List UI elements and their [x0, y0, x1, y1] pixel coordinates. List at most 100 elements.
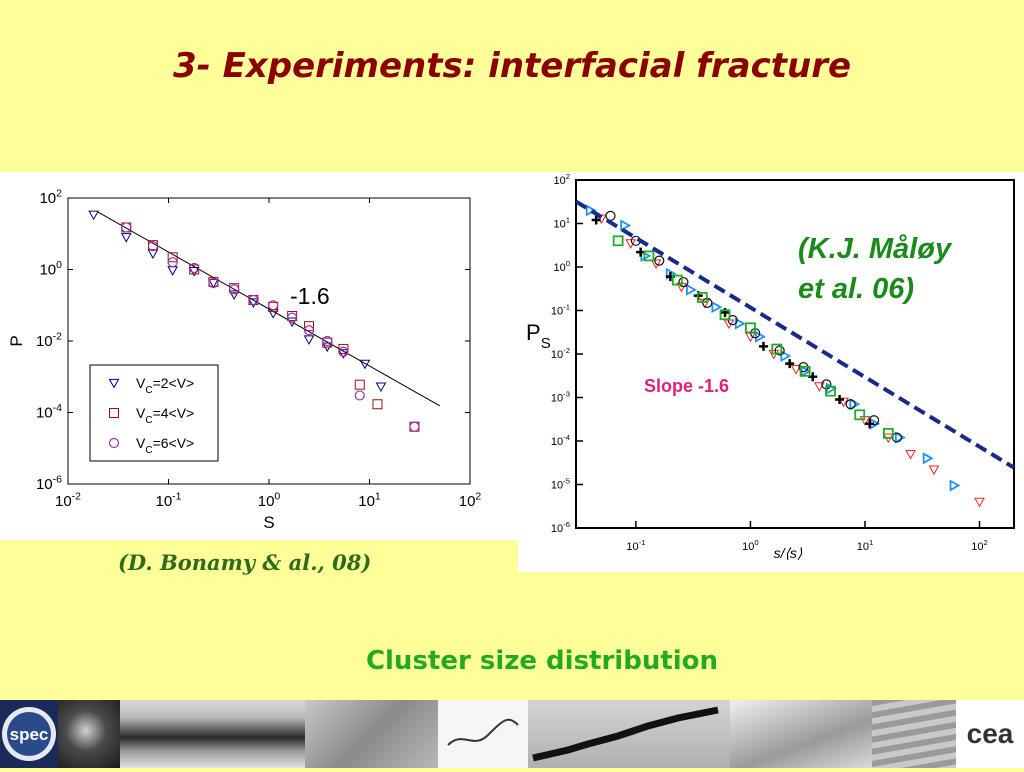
- x-axis-label: S: [263, 513, 274, 532]
- data-point-circle: [678, 276, 689, 288]
- y-tick-label: 10-4: [36, 402, 62, 422]
- data-point-triangle-down: [905, 449, 916, 460]
- y-tick-label: 102: [39, 187, 62, 207]
- data-point-square-open: [745, 322, 756, 334]
- data-point-circle: [654, 255, 665, 266]
- legend-label: VC=2<V>: [136, 375, 194, 396]
- data-point-square-open: [612, 235, 624, 247]
- data-point-square-open: [671, 274, 683, 286]
- y-tick-label: 10-2: [551, 346, 570, 361]
- citation-right-line1: (K.J. Måløy: [798, 233, 953, 265]
- data-point-square: [372, 399, 383, 410]
- data-point-circle: [303, 325, 315, 336]
- x-tick-label: 100: [258, 490, 281, 510]
- data-point-triangle-down: [359, 359, 371, 370]
- slope-annotation: -1.6: [290, 283, 330, 309]
- x-tick-label: 102: [459, 490, 482, 510]
- data-point-square-open: [771, 343, 783, 355]
- data-point-square-open: [882, 427, 894, 439]
- data-point-triangle-right: [780, 349, 792, 363]
- data-point-circle: [338, 346, 349, 357]
- right-loglog-chart: 10-1 100 101 102 102 101 100 10-1 10-2 10-3 10-4 10…: [526, 172, 1020, 570]
- data-point-triangle-down: [375, 382, 387, 393]
- data-point-triangle-down: [974, 497, 985, 508]
- cea-logo: cea: [956, 700, 1024, 768]
- data-point-triangle-right: [711, 301, 723, 314]
- y-tick-label: 10-5: [551, 477, 570, 492]
- data-point-square: [303, 321, 314, 332]
- data-point-triangle-down: [88, 210, 100, 221]
- legend-label: VC=4<V>: [136, 405, 194, 426]
- data-point-circle: [845, 399, 856, 410]
- data-point-triangle-down: [838, 397, 849, 408]
- data-point-triangle-right: [620, 219, 632, 232]
- crack-front-image: [528, 700, 730, 768]
- data-point-square: [354, 379, 365, 390]
- data-point-square-open: [825, 385, 836, 397]
- data-point-triangle-down: [650, 259, 662, 270]
- x-tick-label: 101: [358, 490, 381, 510]
- y-tick-label: 102: [553, 172, 570, 187]
- legend-marker-circle: [108, 437, 120, 449]
- y-tick-label: 10-4: [551, 433, 571, 448]
- legend-label: VC=6<V>: [136, 435, 194, 456]
- left-loglog-chart: 10-2 10-1 100 101 102 102 100 10-2 10-4 10-6 S P -1.…: [7, 187, 482, 532]
- cea-logo-text: cea: [967, 718, 1014, 749]
- right-chart-panel: 10-1 100 101 102 102 101 100 10-1 10-2 10-3 10-4 10…: [518, 172, 1024, 572]
- data-point-circle: [727, 315, 738, 326]
- fit-line: [574, 199, 1016, 470]
- data-point-circle: [287, 312, 298, 323]
- data-point-square-open: [719, 309, 731, 321]
- data-point-circle: [167, 257, 178, 268]
- data-point-square: [338, 343, 349, 354]
- data-point-cross: [591, 215, 601, 225]
- data-point-triangle-down: [790, 364, 802, 375]
- data-point-circle: [121, 222, 132, 233]
- data-point-circle: [354, 390, 365, 401]
- spec-logo: spec: [0, 700, 58, 768]
- x-axis-label: s/⟨s⟩: [774, 545, 803, 561]
- data-point-square-open: [696, 292, 708, 303]
- y-tick-label: 10-3: [551, 390, 570, 405]
- y-tick-label: 101: [553, 216, 570, 231]
- data-point-circle: [229, 284, 240, 295]
- x-tick-label: 101: [857, 538, 874, 553]
- data-point-triangle-down: [120, 233, 132, 243]
- data-point-cross: [865, 419, 875, 429]
- citation-right-line2: et al. 06): [798, 273, 914, 305]
- y-tick-label: 10-6: [551, 520, 570, 535]
- legend-box: [89, 364, 219, 462]
- data-point-triangle-down: [208, 278, 219, 289]
- plot-frame: [575, 179, 1015, 529]
- data-point-circle: [189, 262, 200, 274]
- x-tick-label: 10-2: [55, 490, 81, 510]
- y-tick-label: 100: [553, 259, 570, 274]
- cracked-glass-image: [58, 700, 120, 768]
- data-point-triangle-down: [814, 382, 825, 392]
- y-axis-label: PS: [526, 320, 551, 352]
- y-tick-label: 10-2: [36, 330, 62, 350]
- data-point-circle: [409, 421, 420, 432]
- data-point-triangle-down: [303, 335, 315, 346]
- citation-left: (D. Bonamy & al., 08): [118, 550, 372, 575]
- data-point-cross: [835, 394, 845, 404]
- slide-title: 3- Experiments: interfacial fracture: [172, 46, 852, 86]
- data-point-square-open: [854, 409, 866, 421]
- x-tick-label: 102: [971, 538, 988, 553]
- slide-caption: Cluster size distribution: [365, 646, 719, 676]
- spec-logo-text: spec: [10, 725, 49, 744]
- data-point-circle: [208, 277, 219, 289]
- data-point-triangle-down: [228, 290, 240, 301]
- x-tick-label: 10-1: [626, 538, 645, 553]
- image-strip: spec cea: [0, 700, 1024, 768]
- data-point-triangle-down: [928, 465, 940, 476]
- cylinder-sample-image: [120, 700, 305, 768]
- left-chart-panel: 10-2 10-1 100 101 102 102 100 10-2 10-4 10-6 S P -1.…: [0, 172, 518, 540]
- filament-image: [438, 700, 528, 768]
- metal-surface-image: [305, 700, 438, 768]
- y-tick-label: 100: [39, 259, 62, 279]
- data-point-square: [167, 252, 178, 263]
- data-point-circle: [774, 345, 785, 356]
- data-point-cross: [758, 341, 768, 351]
- data-point-triangle-down: [768, 349, 780, 360]
